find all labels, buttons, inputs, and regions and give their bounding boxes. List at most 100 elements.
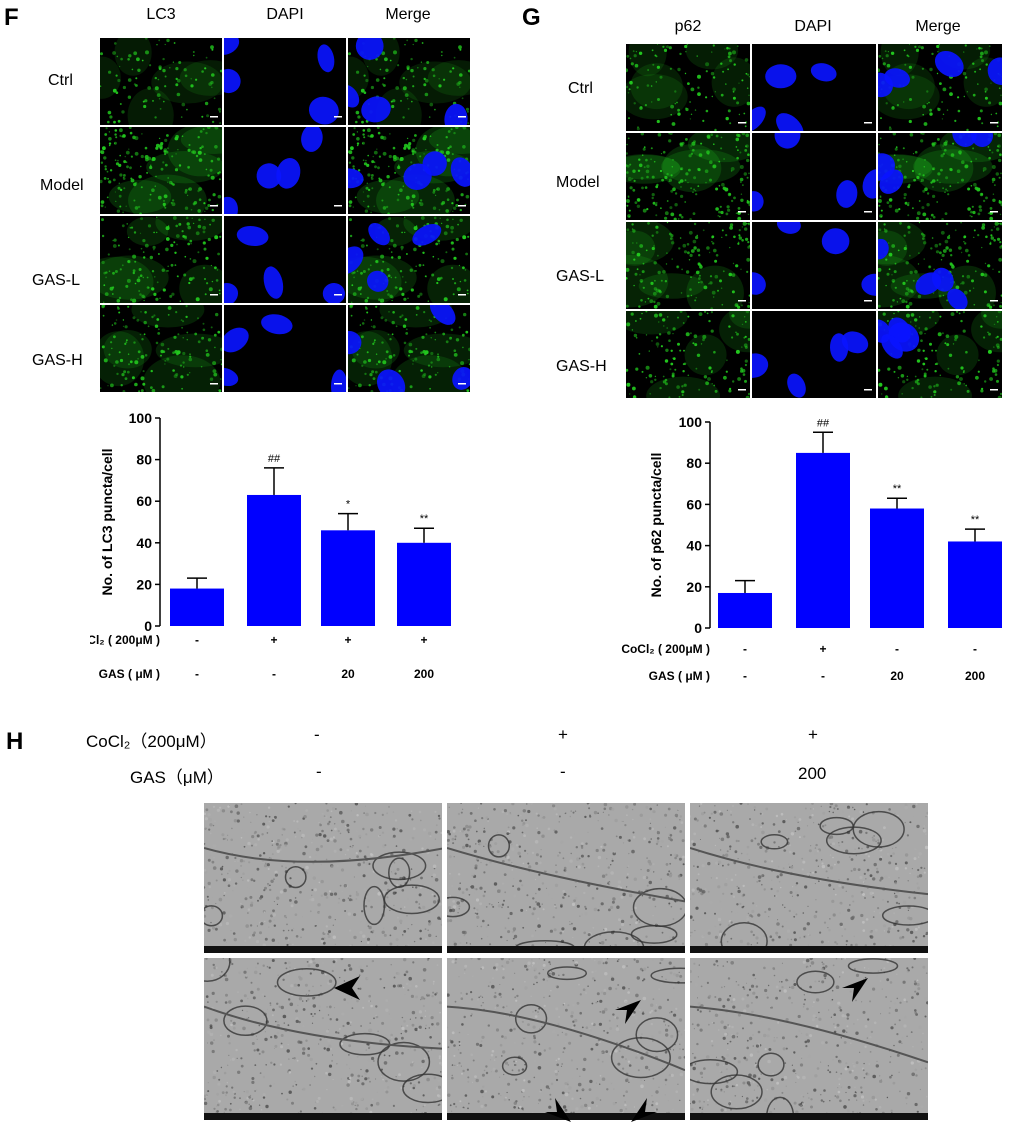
h-gas-label: GAS（μM） <box>130 768 224 787</box>
f-micrograph-r3-green <box>100 216 222 303</box>
h-cond3-gas: 200 <box>798 764 827 783</box>
g-micrograph-r1-dapi <box>752 44 876 131</box>
g-micrograph-r2-merge <box>878 133 1002 220</box>
g-micrograph-r2-green <box>626 133 750 220</box>
tem-image-gas-high-mag <box>690 958 928 1120</box>
h-cocl2-label: CoCl₂（200μM） <box>86 732 217 751</box>
lc3-treatment-label-2: GAS ( μM ) <box>99 667 160 681</box>
tem-image-model-high-mag <box>447 958 685 1120</box>
panel-letter-g: G <box>522 4 541 31</box>
lc3-y-tick-label: 80 <box>136 452 152 468</box>
p62-y-tick-label: 40 <box>686 538 702 554</box>
lc3-bar-1 <box>170 588 224 626</box>
lc3-treatment-1-value-1: - <box>195 633 199 647</box>
p62-treatment-1-value-2: + <box>819 642 826 656</box>
f-row-label-model: Model <box>40 177 84 194</box>
f-micrograph-r4-merge <box>348 305 470 392</box>
f-row-label-gas-h: GAS-H <box>32 352 83 369</box>
p62-bar-1 <box>718 592 772 628</box>
p62-y-tick-label: 80 <box>686 455 702 471</box>
p62-treatment-2-value-1: - <box>743 669 747 683</box>
lc3-treatment-2-value-4: 200 <box>414 667 434 681</box>
p62-y-tick-label: 60 <box>686 496 702 512</box>
lc3-treatment-2-value-3: 20 <box>341 667 355 681</box>
f-micrograph-r2-green <box>100 127 222 214</box>
g-micrograph-r3-dapi <box>752 222 876 309</box>
p62-sig-label-3: ** <box>893 483 902 495</box>
p62-sig-label-2: ## <box>817 417 830 429</box>
p62-treatment-1-value-1: - <box>743 642 747 656</box>
f-micrograph-r1-dapi <box>224 38 346 125</box>
p62-treatment-label-2: GAS ( μM ) <box>649 669 710 683</box>
p62-bar-2 <box>796 452 850 628</box>
g-micrograph-r1-merge <box>878 44 1002 131</box>
lc3-treatment-label-1: CoCl₂ ( 200μM ) <box>90 633 160 647</box>
f-micrograph-r4-dapi <box>224 305 346 392</box>
lc3-y-axis-label: No. of LC3 puncta/cell <box>99 448 115 595</box>
f-micrograph-r1-green <box>100 38 222 125</box>
h-cond2-cocl2: + <box>558 725 568 744</box>
f-col-header-dapi: DAPI <box>266 6 304 23</box>
lc3-y-tick-label: 60 <box>136 493 152 509</box>
g-micrograph-r3-merge <box>878 222 1002 309</box>
lc3-y-tick-label: 40 <box>136 535 152 551</box>
lc3-treatment-1-value-4: + <box>420 633 427 647</box>
f-row-label-ctrl: Ctrl <box>48 72 73 89</box>
f-micrograph-r3-dapi <box>224 216 346 303</box>
p62-puncta-chart-svg: 0 20 40 60 80 100 No. of p62 puncta/cell ## ** **… <box>621 414 1002 683</box>
p62-treatment-2-value-3: 20 <box>890 669 904 683</box>
p62-puncta-chart: 0 20 40 60 80 100 No. of p62 puncta/cell ## ** **… <box>595 410 1010 700</box>
panel-letter-h: H <box>6 728 24 755</box>
p62-y-tick-label: 0 <box>694 620 702 636</box>
lc3-bar-2 <box>247 494 301 626</box>
g-micrograph-r4-merge <box>878 311 1002 398</box>
h-cond2-gas: - <box>560 762 566 781</box>
p62-treatment-2-value-2: - <box>821 669 825 683</box>
g-micrograph-r1-green <box>626 44 750 131</box>
arrowhead-icon <box>842 978 868 1002</box>
g-row-label-ctrl: Ctrl <box>568 80 593 97</box>
g-micrograph-r4-dapi <box>752 311 876 398</box>
g-row-label-gas-h: GAS-H <box>556 358 607 375</box>
lc3-sig-label-4: ** <box>420 513 429 525</box>
lc3-bar-4 <box>397 542 451 626</box>
lc3-treatment-2-value-1: - <box>195 667 199 681</box>
lc3-bar-3 <box>321 530 375 626</box>
arrowhead-icon <box>334 976 360 1000</box>
h-cond3-cocl2: + <box>808 725 818 744</box>
g-micrograph-r2-dapi <box>752 133 876 220</box>
lc3-y-tick-label: 0 <box>144 618 152 634</box>
g-micrograph-r4-green <box>626 311 750 398</box>
lc3-sig-label-3: * <box>346 499 351 511</box>
lc3-y-tick-label: 20 <box>136 576 152 592</box>
g-col-header-merge: Merge <box>915 18 961 35</box>
h-cond1-gas: - <box>316 762 322 781</box>
tem-image-model-low-mag <box>447 803 685 953</box>
g-micrograph-r3-green <box>626 222 750 309</box>
lc3-puncta-chart: 0 20 40 60 80 100 No. of LC3 puncta/cell ## * ** C… <box>71 408 500 698</box>
g-col-header-dapi: DAPI <box>794 18 832 35</box>
tem-image-ctrl-high-mag <box>204 958 442 1120</box>
f-row-label-gas-l: GAS-L <box>32 272 81 289</box>
h-cond1-cocl2: - <box>314 725 320 744</box>
p62-y-tick-label: 100 <box>679 414 703 430</box>
p62-treatment-2-value-4: 200 <box>965 669 985 683</box>
f-col-header-merge: Merge <box>385 6 431 23</box>
g-row-label-model: Model <box>556 174 600 191</box>
f-micrograph-r3-merge <box>348 216 470 303</box>
p62-treatment-label-1: CoCl₂ ( 200μM ) <box>621 642 710 656</box>
panel-letter-f: F <box>4 4 19 31</box>
lc3-y-tick-label: 100 <box>129 410 153 426</box>
p62-treatment-1-value-4: - <box>973 642 977 656</box>
arrowhead-icon <box>545 1098 571 1122</box>
lc3-sig-label-2: ## <box>268 453 281 465</box>
arrowhead-icon <box>615 1000 641 1024</box>
f-micrograph-r1-merge <box>348 38 470 125</box>
g-row-label-gas-l: GAS-L <box>556 268 605 285</box>
p62-y-tick-label: 20 <box>686 579 702 595</box>
lc3-treatment-2-value-2: - <box>272 667 276 681</box>
lc3-treatment-1-value-2: + <box>270 633 277 647</box>
p62-sig-label-4: ** <box>971 514 980 526</box>
f-col-header-lc3: LC3 <box>146 6 176 23</box>
